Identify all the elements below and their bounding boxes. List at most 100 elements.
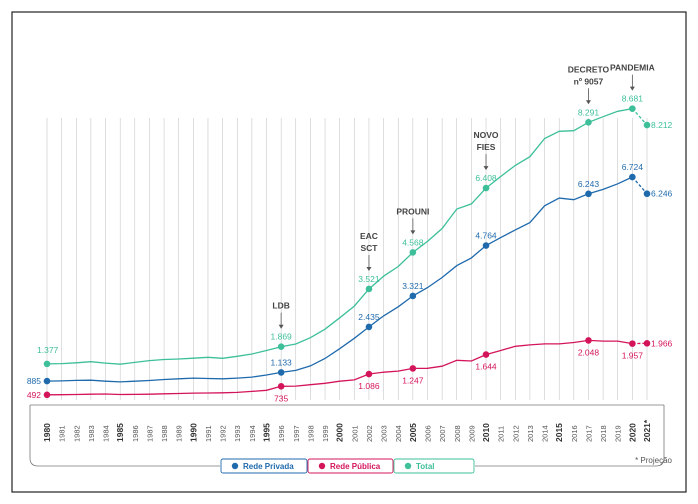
tick-label: 1988 [160, 425, 169, 442]
series-line [46, 339, 633, 396]
data-label: 2.435 [358, 312, 380, 322]
tick-label: 1992 [219, 425, 228, 442]
arrow-head [585, 100, 591, 105]
data-label: 735 [274, 393, 288, 403]
tick-label: 1995 [262, 423, 272, 442]
event-label: NOVO [474, 130, 499, 140]
point-layer [43, 105, 651, 399]
label-layer: 1.377 1.869 3.521 4.568 6.408 8.291 8.681 8.212… [27, 94, 673, 404]
tick-label: 2010 [481, 423, 491, 442]
data-label: 6.724 [622, 162, 644, 172]
tick-label: 2020 [627, 423, 637, 442]
data-label: 3.521 [358, 274, 380, 284]
series-line [46, 176, 633, 383]
tick-label: 1989 [175, 425, 184, 442]
tick-label: 2000 [335, 423, 345, 442]
data-label: 492 [27, 390, 41, 400]
tick-label: 1996 [277, 425, 286, 442]
tick-label: 1986 [131, 425, 140, 442]
annotation-layer: LDB EAC SCT PROUNI NOVO FIES DECRETO nº 9057 PAN… [272, 63, 655, 329]
arrow-head [410, 230, 416, 235]
data-label: 6.408 [475, 173, 497, 183]
data-point [365, 370, 373, 378]
data-point [643, 121, 651, 129]
data-label: 4.764 [475, 231, 497, 241]
tick-label: 1993 [233, 425, 242, 442]
legend-item-box [220, 458, 308, 474]
data-label: 1.957 [622, 351, 644, 361]
data-point [43, 360, 51, 368]
tick-label: 1991 [204, 425, 213, 442]
tick-label: 1981 [58, 425, 67, 442]
legend-label: Rede Privada [243, 462, 294, 471]
tick-label: 2021* [642, 419, 652, 442]
tick-label: 1997 [292, 425, 301, 442]
tick-label: 2014 [541, 425, 550, 442]
data-label: 4.568 [402, 237, 424, 247]
tick-label: 2008 [453, 425, 462, 442]
data-point [629, 105, 636, 112]
data-label: 1.133 [271, 357, 293, 367]
tick-label: 1999 [321, 425, 330, 442]
data-point [643, 190, 651, 198]
arrow-head [483, 166, 489, 171]
tick-label: 2004 [394, 425, 403, 442]
tick-label: 1998 [306, 425, 315, 442]
grid-layer [46, 118, 648, 400]
tick-label: 2015 [554, 423, 564, 442]
line-layer [46, 107, 648, 396]
axis-bracket-left [29, 405, 220, 467]
legend-item-box [307, 458, 394, 474]
event-label: nº 9057 [574, 76, 604, 86]
tick-label: 2006 [423, 425, 432, 442]
event-label: DECRETO [568, 64, 610, 74]
tick-label: 2013 [526, 425, 535, 442]
tick-label: 1984 [102, 425, 111, 442]
data-point [365, 285, 373, 293]
tick-label: 1990 [188, 423, 198, 442]
event-label: FIES [477, 142, 496, 152]
data-label: 1.086 [358, 381, 380, 391]
data-point [585, 190, 592, 198]
data-point [277, 343, 285, 350]
data-label: 8.291 [578, 107, 600, 117]
tick-label: 2019 [614, 425, 623, 442]
axis-bracket-right [475, 405, 665, 467]
event-label: PROUNI [396, 206, 429, 216]
data-label: 1.644 [475, 362, 497, 372]
data-point [482, 242, 490, 249]
legend-swatch [318, 462, 326, 470]
tick-label: 1994 [248, 425, 257, 442]
legend-item-box [393, 458, 475, 474]
data-label: 2.048 [578, 347, 600, 357]
event-label: LDB [272, 301, 289, 311]
data-label: 1.869 [271, 332, 293, 342]
data-point [629, 173, 636, 181]
data-point [365, 323, 373, 331]
event-label: EAC [360, 231, 378, 241]
legend-label: Total [416, 462, 435, 471]
tick-label: 2016 [570, 425, 579, 442]
tick-label: 2005 [408, 423, 418, 442]
data-label: 8.681 [622, 94, 644, 104]
tick-label: 2002 [365, 425, 374, 442]
tick-label: 2017 [584, 425, 593, 442]
tick-label: 2003 [380, 425, 389, 442]
tick-label: 2011 [497, 426, 506, 442]
tick-label: 2001 [350, 425, 359, 442]
data-point [409, 249, 417, 256]
tick-label: 2018 [599, 425, 608, 442]
legend-swatch [231, 462, 239, 470]
arrow-head [366, 266, 372, 271]
data-label: 8.212 [651, 120, 673, 130]
footnote: * Projeção [635, 456, 672, 465]
tick-label: 1985 [115, 423, 125, 442]
data-label: 1.247 [402, 375, 424, 385]
series-line [46, 107, 633, 365]
data-point [277, 369, 285, 376]
event-label: SCT [360, 243, 378, 253]
tick-label: 2012 [511, 425, 520, 442]
data-label: 1.966 [651, 338, 673, 348]
